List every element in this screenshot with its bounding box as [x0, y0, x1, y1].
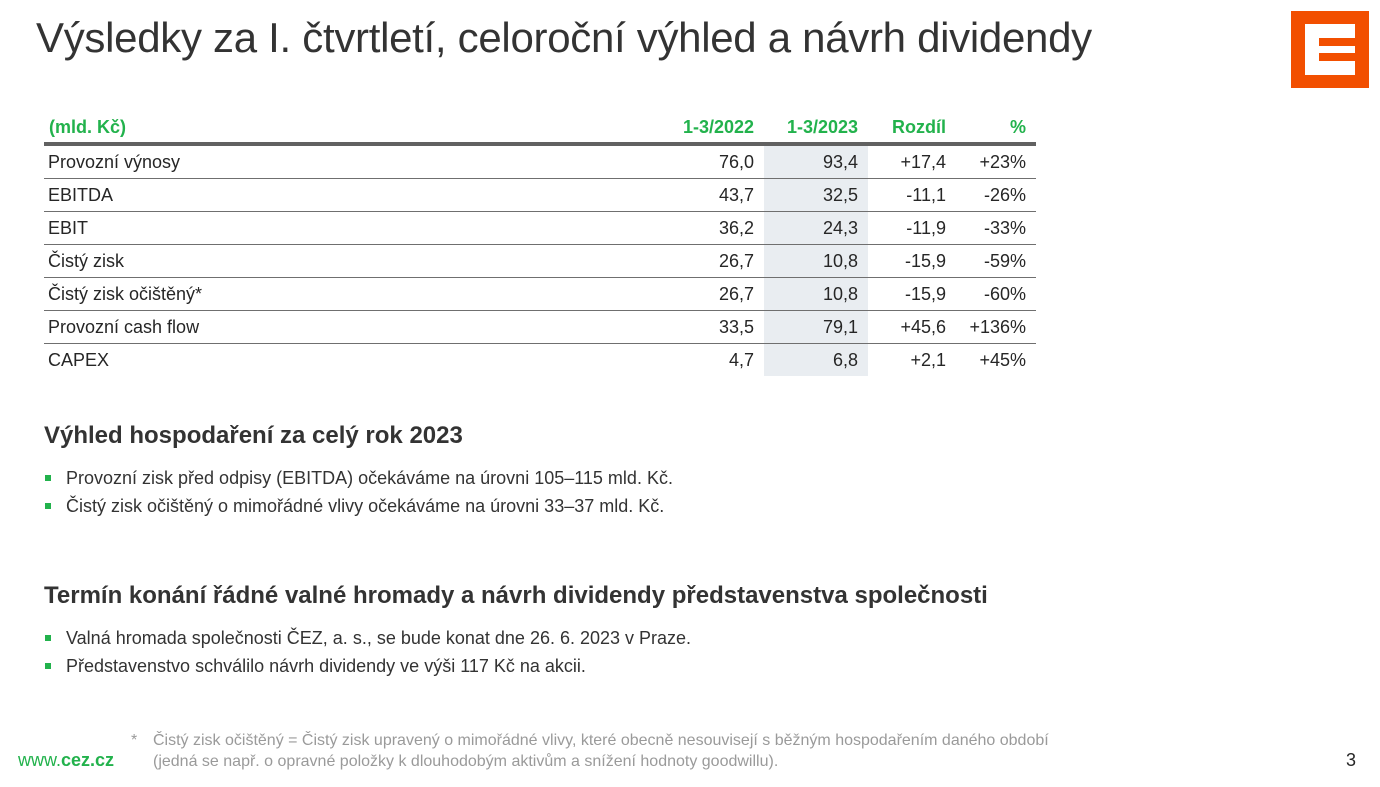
footnote-line-1: Čistý zisk očištěný = Čistý zisk upraven… [153, 732, 1049, 749]
header-2023: 1-3/2023 [764, 112, 868, 146]
value-2023: 6,8 [764, 343, 868, 376]
value-percent: +23% [956, 144, 1036, 179]
list-item-text: Čistý zisk očištěný o mimořádné vlivy oč… [66, 496, 665, 516]
value-2022: 36,2 [660, 211, 764, 245]
row-label: CAPEX [48, 349, 110, 370]
outlook-list: Provozní zisk před odpisy (EBITDA) očeká… [44, 464, 673, 520]
value-percent: +45% [979, 349, 1026, 370]
value-2023: 32,5 [764, 178, 868, 212]
value-2023: 93,4 [764, 144, 868, 179]
footnote-marker: * [131, 732, 138, 749]
value-difference: +2,1 [910, 349, 946, 370]
table-row: Provozní výnosy 76,0 93,4 +17,4 +23% [44, 144, 1036, 179]
value-difference: -11,1 [868, 178, 956, 212]
table-header-row: (mld. Kč) 1-3/2022 1-3/2023 Rozdíl % [44, 112, 1036, 146]
square-bullet-icon [45, 503, 51, 509]
header-difference: Rozdíl [868, 112, 956, 146]
list-item: Čistý zisk očištěný o mimořádné vlivy oč… [44, 492, 673, 520]
square-bullet-icon [45, 663, 51, 669]
header-2022: 1-3/2022 [660, 112, 764, 146]
outlook-heading: Výhled hospodaření za celý rok 2023 [44, 422, 463, 449]
header-percent: % [956, 112, 1036, 146]
table-row: Čistý zisk očištěný* 26,7 10,8 -15,9 -60… [44, 277, 1036, 311]
value-2023: 24,3 [764, 211, 868, 245]
row-label: Provozní cash flow [44, 310, 660, 344]
value-2023: 10,8 [764, 244, 868, 278]
value-difference: +45,6 [868, 310, 956, 344]
results-table-container: (mld. Kč) 1-3/2022 1-3/2023 Rozdíl % Pro… [44, 112, 1036, 376]
slide-title: Výsledky za I. čtvrtletí, celoroční výhl… [36, 14, 1092, 61]
outlook-section: Výhled hospodaření za celý rok 2023 Prov… [44, 422, 673, 520]
list-item-text: Provozní zisk před odpisy (EBITDA) očeká… [66, 468, 673, 488]
row-label: EBIT [44, 211, 660, 245]
row-label: Čistý zisk [44, 244, 660, 278]
list-item-text: Valná hromada společnosti ČEZ, a. s., se… [66, 628, 692, 648]
footnote: * Čistý zisk očištěný = Čistý zisk uprav… [131, 730, 1049, 772]
website-link[interactable]: www.cez.cz [18, 750, 114, 771]
value-difference: +17,4 [868, 144, 956, 179]
page-number: 3 [1346, 750, 1357, 770]
url-prefix: www. [18, 750, 62, 770]
list-item: Valná hromada společnosti ČEZ, a. s., se… [44, 624, 988, 652]
footnote-line-2: (jedná se např. o opravné položky k dlou… [153, 753, 779, 770]
value-2022: 26,7 [660, 244, 764, 278]
list-item: Provozní zisk před odpisy (EBITDA) očeká… [44, 464, 673, 492]
value-2023: 79,1 [764, 310, 868, 344]
value-percent: -26% [956, 178, 1036, 212]
table-row: CAPEX 4,7 6,8 +2,1 +45% [44, 343, 1036, 376]
table-row: Provozní cash flow 33,5 79,1 +45,6 +136% [44, 310, 1036, 344]
value-percent: +136% [956, 310, 1036, 344]
agm-list: Valná hromada společnosti ČEZ, a. s., se… [44, 624, 988, 680]
value-difference: -11,9 [868, 211, 956, 245]
header-unit: (mld. Kč) [44, 112, 660, 146]
value-percent: -33% [956, 211, 1036, 245]
list-item: Představenstvo schválilo návrh dividendy… [44, 652, 988, 680]
results-table: (mld. Kč) 1-3/2022 1-3/2023 Rozdíl % Pro… [44, 112, 1036, 376]
agm-section: Termín konání řádné valné hromady a návr… [44, 582, 988, 680]
value-2023: 10,8 [764, 277, 868, 311]
value-2022: 33,5 [660, 310, 764, 344]
value-2022: 26,7 [660, 277, 764, 311]
square-bullet-icon [45, 635, 51, 641]
row-label: EBITDA [44, 178, 660, 212]
url-domain: cez.cz [61, 750, 115, 770]
table-row: Čistý zisk 26,7 10,8 -15,9 -59% [44, 244, 1036, 278]
table-row: EBITDA 43,7 32,5 -11,1 -26% [44, 178, 1036, 212]
value-percent: -60% [956, 277, 1036, 311]
table-row: EBIT 36,2 24,3 -11,9 -33% [44, 211, 1036, 245]
value-percent: -59% [956, 244, 1036, 278]
value-difference: -15,9 [868, 244, 956, 278]
row-label: Čistý zisk očištěný* [44, 277, 660, 311]
row-label: Provozní výnosy [44, 144, 660, 179]
list-item-text: Představenstvo schválilo návrh dividendy… [66, 656, 586, 676]
value-2022: 76,0 [660, 144, 764, 179]
square-bullet-icon [45, 475, 51, 481]
value-2022: 4,7 [728, 349, 754, 370]
value-2022: 43,7 [660, 178, 764, 212]
agm-heading: Termín konání řádné valné hromady a návr… [44, 582, 988, 609]
cez-logo-icon [1291, 11, 1369, 88]
value-difference: -15,9 [868, 277, 956, 311]
